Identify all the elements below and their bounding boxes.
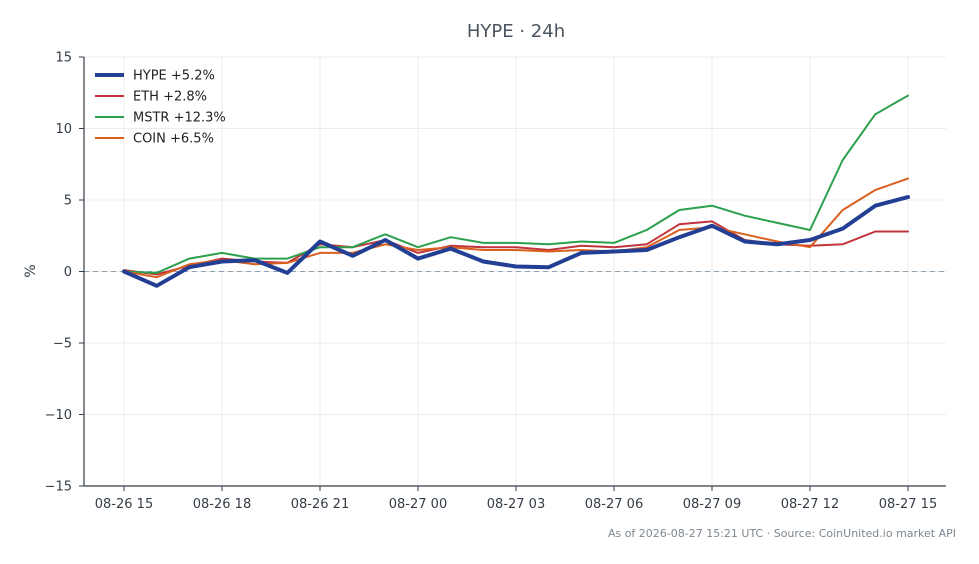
series-lines bbox=[122, 94, 910, 288]
legend-entry: ETH +2.8% bbox=[133, 90, 207, 105]
x-tick-label: 08-26 18 bbox=[193, 497, 251, 512]
x-tick-label: 08-26 15 bbox=[95, 497, 153, 512]
x-tick-label: 08-27 00 bbox=[389, 497, 447, 512]
legend-entry: COIN +6.5% bbox=[133, 132, 214, 147]
y-axis-ticks: 15 10 5 0 −5 −10 −15 bbox=[45, 51, 84, 495]
y-tick-label: −15 bbox=[45, 480, 72, 495]
legend: HYPE +5.2% ETH +2.8% MSTR +12.3% COIN +6.5% bbox=[95, 69, 226, 147]
series-line-3 bbox=[123, 177, 909, 279]
x-tick-label: 08-26 21 bbox=[291, 497, 349, 512]
y-tick-label: 5 bbox=[64, 194, 72, 209]
x-tick-label: 08-27 09 bbox=[683, 497, 741, 512]
y-tick-label: −10 bbox=[45, 408, 72, 423]
x-tick-label: 08-27 03 bbox=[487, 497, 545, 512]
x-tick-label: 08-27 15 bbox=[879, 497, 937, 512]
chart-title: HYPE · 24h bbox=[467, 21, 565, 42]
legend-entry: MSTR +12.3% bbox=[133, 111, 226, 126]
x-axis-ticks: 08-26 15 08-26 18 08-26 21 08-27 00 08-27 03… bbox=[95, 486, 937, 512]
y-axis-label: % bbox=[23, 264, 39, 277]
x-tick-label: 08-27 12 bbox=[781, 497, 839, 512]
y-tick-label: 0 bbox=[64, 265, 72, 280]
legend-entry: HYPE +5.2% bbox=[133, 69, 215, 84]
x-tick-label: 08-27 06 bbox=[585, 497, 643, 512]
y-tick-label: 15 bbox=[55, 51, 72, 66]
series-line-0 bbox=[122, 195, 910, 288]
grid-lines bbox=[84, 56, 946, 487]
y-tick-label: −5 bbox=[53, 337, 72, 352]
source-footer: As of 2026-08-27 15:21 UTC · Source: Coi… bbox=[608, 527, 956, 540]
y-tick-label: 10 bbox=[55, 122, 72, 137]
